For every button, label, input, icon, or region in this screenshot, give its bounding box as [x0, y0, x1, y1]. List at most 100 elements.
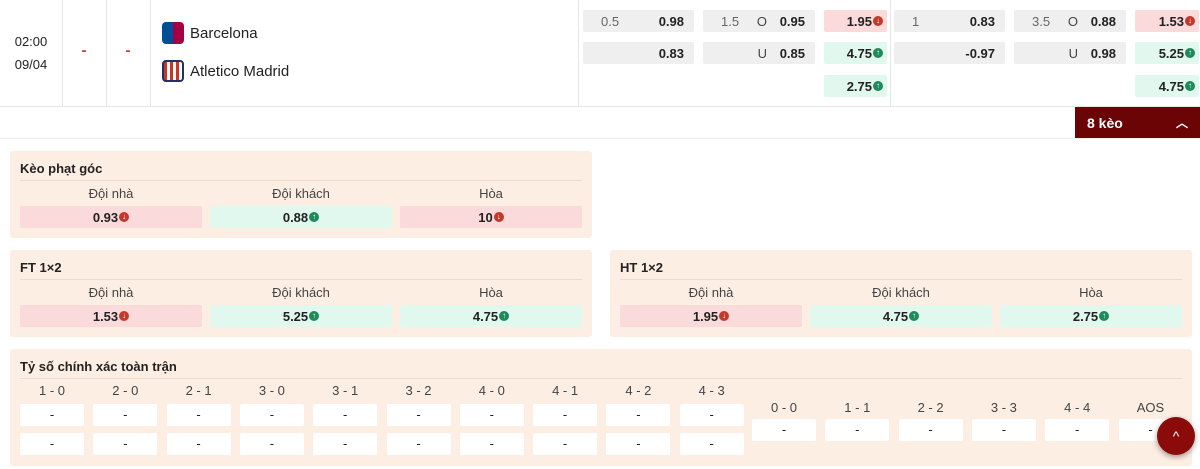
away-team[interactable]: Atletico Madrid: [162, 60, 289, 82]
score-odds-cell[interactable]: -: [898, 419, 963, 441]
odds-value: 5.25: [1158, 45, 1184, 61]
odds-cell[interactable]: 1.53 ↓: [20, 305, 202, 327]
handicap-away: -0.97: [965, 45, 995, 61]
score-label: 3 - 1: [332, 383, 359, 398]
more-bets-toggle[interactable]: 8 kèo ︿: [1075, 107, 1200, 138]
score-odds-cell[interactable]: -: [386, 433, 451, 455]
1x2-odds[interactable]: 1.95 ↓: [824, 10, 887, 32]
arrow-up-icon: ↑: [309, 311, 320, 321]
score-label: 3 - 3: [990, 400, 1017, 415]
score-odds-cell[interactable]: -: [239, 404, 304, 426]
score-odds-cell[interactable]: -: [166, 404, 231, 426]
1x2-odds[interactable]: 4.75 ↑: [824, 42, 887, 64]
odds-cell[interactable]: 0.93 ↓: [20, 206, 202, 228]
divider: [150, 0, 151, 107]
1x2-odds[interactable]: 2.75 ↑: [824, 75, 887, 97]
odds-cell[interactable]: 0.88 ↑: [210, 206, 392, 228]
odds-cell[interactable]: 5.25 ↑: [210, 305, 392, 327]
score-label: 3 - 0: [258, 383, 285, 398]
score-label: 1 - 0: [38, 383, 65, 398]
odds-value: 4.75: [882, 308, 909, 324]
divider: [20, 279, 582, 280]
home-score: -: [81, 42, 87, 59]
score-odds-cell[interactable]: -: [679, 433, 744, 455]
column-header: Đội khách: [272, 186, 330, 201]
1x2-odds[interactable]: 1.53 ↓: [1135, 10, 1199, 32]
kickoff-date: 09/04: [14, 57, 48, 72]
panel-title: Kèo phạt góc: [20, 161, 103, 176]
divider: [106, 0, 107, 107]
over-odds: 0.88: [1090, 13, 1116, 29]
score-odds-cell[interactable]: -: [971, 419, 1036, 441]
handicap-odds[interactable]: 1 0.83: [894, 10, 1005, 32]
arrow-down-icon: ↓: [1185, 16, 1195, 26]
odds-cell[interactable]: 1.95 ↓: [620, 305, 802, 327]
handicap-odds[interactable]: 0.5 0.98: [583, 10, 694, 32]
over-under-odds[interactable]: U 0.85: [703, 42, 815, 64]
score-odds-cell[interactable]: -: [20, 404, 84, 426]
over-label: O: [1067, 13, 1078, 29]
1x2-odds[interactable]: 4.75 ↑: [1135, 75, 1199, 97]
handicap-home: 0.98: [658, 13, 684, 29]
column-header: Hòa: [479, 186, 503, 201]
score-label: 4 - 0: [478, 383, 505, 398]
ou-line: 3.5: [1032, 13, 1051, 29]
score-label: 4 - 4: [1064, 400, 1091, 415]
ou-line: 1.5: [721, 13, 740, 29]
away-score: -: [125, 42, 131, 59]
odds-value: 4.75: [1158, 78, 1184, 94]
odds-value: 1.95: [846, 13, 872, 29]
arrow-down-icon: ↓: [719, 311, 730, 321]
score-odds-cell[interactable]: -: [825, 419, 890, 441]
score-odds-cell[interactable]: -: [752, 419, 816, 441]
under-label: U: [1068, 45, 1078, 61]
score-odds-cell[interactable]: -: [20, 433, 84, 455]
score-odds-cell[interactable]: -: [313, 404, 378, 426]
scroll-top-button[interactable]: ^: [1157, 417, 1195, 455]
score-odds-cell[interactable]: -: [606, 404, 671, 426]
column-header: Đội nhà: [88, 186, 134, 201]
handicap-odds[interactable]: 0.83: [583, 42, 694, 64]
odds-value: 1.95: [692, 308, 719, 324]
score-label: 3 - 2: [405, 383, 432, 398]
score-odds-cell[interactable]: -: [679, 404, 744, 426]
score-label: AOS: [1136, 400, 1165, 415]
over-under-odds[interactable]: 1.5 O 0.95: [703, 10, 815, 32]
score-odds-cell[interactable]: -: [533, 404, 598, 426]
kickoff: 02:00 09/04: [0, 30, 62, 76]
score-odds-cell[interactable]: -: [93, 404, 158, 426]
score-odds-cell[interactable]: -: [1045, 419, 1110, 441]
chevron-up-icon: ^: [1172, 428, 1180, 444]
home-team[interactable]: Barcelona: [162, 22, 258, 44]
correct-score-panel: Tỷ số chính xác toàn trận 1 - 0--2 - 0--2…: [10, 349, 1192, 466]
handicap-odds[interactable]: -0.97: [894, 42, 1005, 64]
odds-cell[interactable]: 2.75 ↑: [1000, 305, 1182, 327]
under-label: U: [757, 45, 767, 61]
score-odds-cell[interactable]: -: [93, 433, 158, 455]
score-odds-cell[interactable]: -: [459, 404, 524, 426]
score-odds-cell[interactable]: -: [606, 433, 671, 455]
odds-cell[interactable]: 4.75 ↑: [400, 305, 582, 327]
score-odds-cell[interactable]: -: [386, 404, 451, 426]
over-under-odds[interactable]: 3.5 O 0.88: [1014, 10, 1126, 32]
score-odds-cell[interactable]: -: [166, 433, 231, 455]
score-label: 1 - 1: [844, 400, 871, 415]
match-row[interactable]: 02:00 09/04 - - Barcelona Atletico Madrid…: [0, 0, 1200, 107]
arrow-up-icon: ↑: [873, 48, 883, 58]
score-odds-cell[interactable]: -: [313, 433, 378, 455]
score-odds-cell[interactable]: -: [239, 433, 304, 455]
handicap-home: 0.83: [969, 13, 995, 29]
odds-value: 1.53: [92, 308, 119, 324]
over-under-odds[interactable]: U 0.98: [1014, 42, 1126, 64]
score-odds-cell[interactable]: -: [459, 433, 524, 455]
odds-cell[interactable]: 10 ↓: [400, 206, 582, 228]
panel-title: Tỷ số chính xác toàn trận: [20, 359, 177, 374]
column-header: Đội khách: [872, 285, 930, 300]
1x2-odds[interactable]: 5.25 ↑: [1135, 42, 1199, 64]
odds-cell[interactable]: 4.75 ↑: [810, 305, 992, 327]
score-label: 0 - 0: [770, 400, 797, 415]
score-label: 4 - 1: [552, 383, 579, 398]
arrow-up-icon: ↑: [499, 311, 510, 321]
over-odds: 0.95: [779, 13, 805, 29]
score-odds-cell[interactable]: -: [533, 433, 598, 455]
